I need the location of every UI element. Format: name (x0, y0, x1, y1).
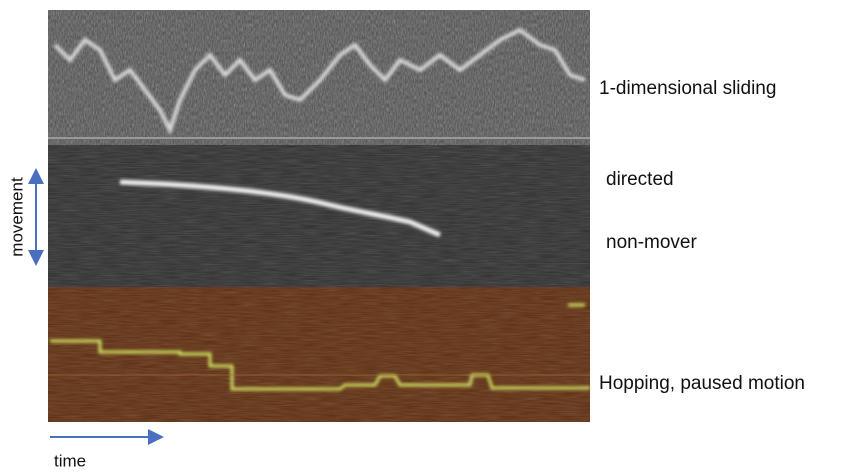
label-time: time (54, 451, 86, 470)
panel-sliding (48, 10, 590, 145)
label-movement: movement (7, 177, 26, 257)
label-directed: directed (606, 169, 674, 190)
panel-hopping (48, 287, 590, 422)
panel-directed (48, 145, 590, 287)
label-hopping: Hopping, paused motion (599, 373, 805, 394)
label-non-mover: non-mover (606, 232, 697, 253)
label-sliding: 1-dimensional sliding (599, 78, 776, 99)
